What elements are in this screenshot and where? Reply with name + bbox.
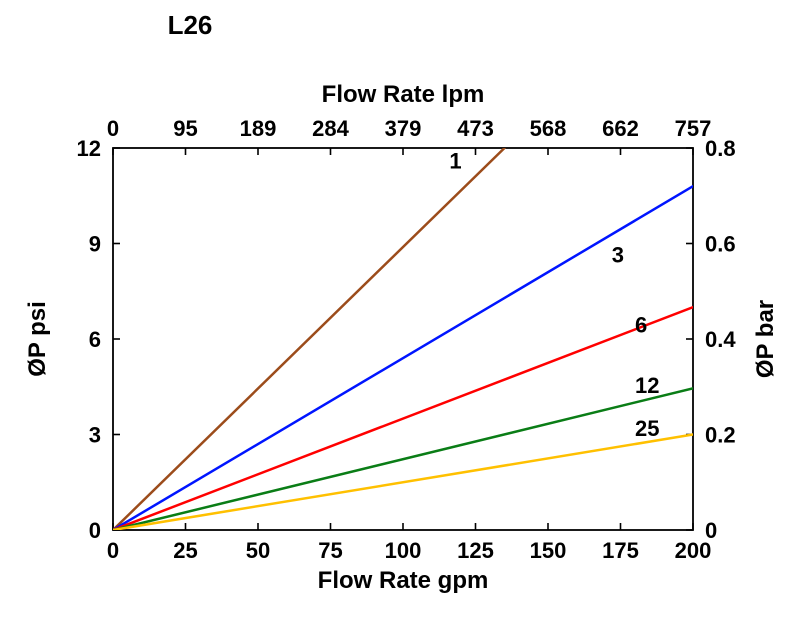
y-right-tick-label: 0.4 bbox=[705, 327, 736, 352]
y-right-tick-label: 0.6 bbox=[705, 232, 736, 257]
series-label-6: 6 bbox=[635, 313, 647, 338]
y-right-tick-label: 0.2 bbox=[705, 423, 736, 448]
series-label-1: 1 bbox=[449, 149, 461, 174]
y-left-tick-label: 6 bbox=[89, 327, 101, 352]
x-bottom-tick-label: 175 bbox=[602, 538, 639, 563]
x-top-tick-label: 284 bbox=[312, 116, 349, 141]
chart-svg: L260255075100125150175200Flow Rate gpm09… bbox=[0, 0, 798, 642]
y-left-tick-label: 0 bbox=[89, 518, 101, 543]
x-top-tick-label: 662 bbox=[602, 116, 639, 141]
plot-area bbox=[113, 148, 693, 530]
x-top-title: Flow Rate lpm bbox=[322, 81, 485, 108]
x-bottom-tick-label: 0 bbox=[107, 538, 119, 563]
x-bottom-tick-label: 50 bbox=[246, 538, 270, 563]
x-bottom-tick-label: 150 bbox=[530, 538, 567, 563]
x-bottom-title: Flow Rate gpm bbox=[318, 567, 489, 594]
x-top-tick-label: 568 bbox=[530, 116, 567, 141]
x-top-tick-label: 379 bbox=[385, 116, 422, 141]
chart-title: L26 bbox=[168, 10, 213, 40]
series-label-25: 25 bbox=[635, 416, 659, 441]
x-bottom-tick-label: 100 bbox=[385, 538, 422, 563]
pressure-flow-chart: L260255075100125150175200Flow Rate gpm09… bbox=[0, 0, 798, 642]
x-top-tick-label: 473 bbox=[457, 116, 494, 141]
y-left-tick-label: 12 bbox=[77, 136, 101, 161]
x-bottom-tick-label: 25 bbox=[173, 538, 197, 563]
x-top-tick-label: 95 bbox=[173, 116, 197, 141]
x-top-tick-label: 189 bbox=[240, 116, 277, 141]
y-left-tick-label: 3 bbox=[89, 423, 101, 448]
x-bottom-tick-label: 75 bbox=[318, 538, 342, 563]
x-top-tick-label: 0 bbox=[107, 116, 119, 141]
series-label-12: 12 bbox=[635, 373, 659, 398]
y-left-tick-label: 9 bbox=[89, 232, 101, 257]
y-left-title: ØP psi bbox=[24, 301, 51, 377]
y-right-title: ØP bar bbox=[752, 300, 779, 378]
x-bottom-tick-label: 125 bbox=[457, 538, 494, 563]
y-right-tick-label: 0 bbox=[705, 518, 717, 543]
y-right-tick-label: 0.8 bbox=[705, 136, 736, 161]
series-label-3: 3 bbox=[612, 243, 624, 268]
